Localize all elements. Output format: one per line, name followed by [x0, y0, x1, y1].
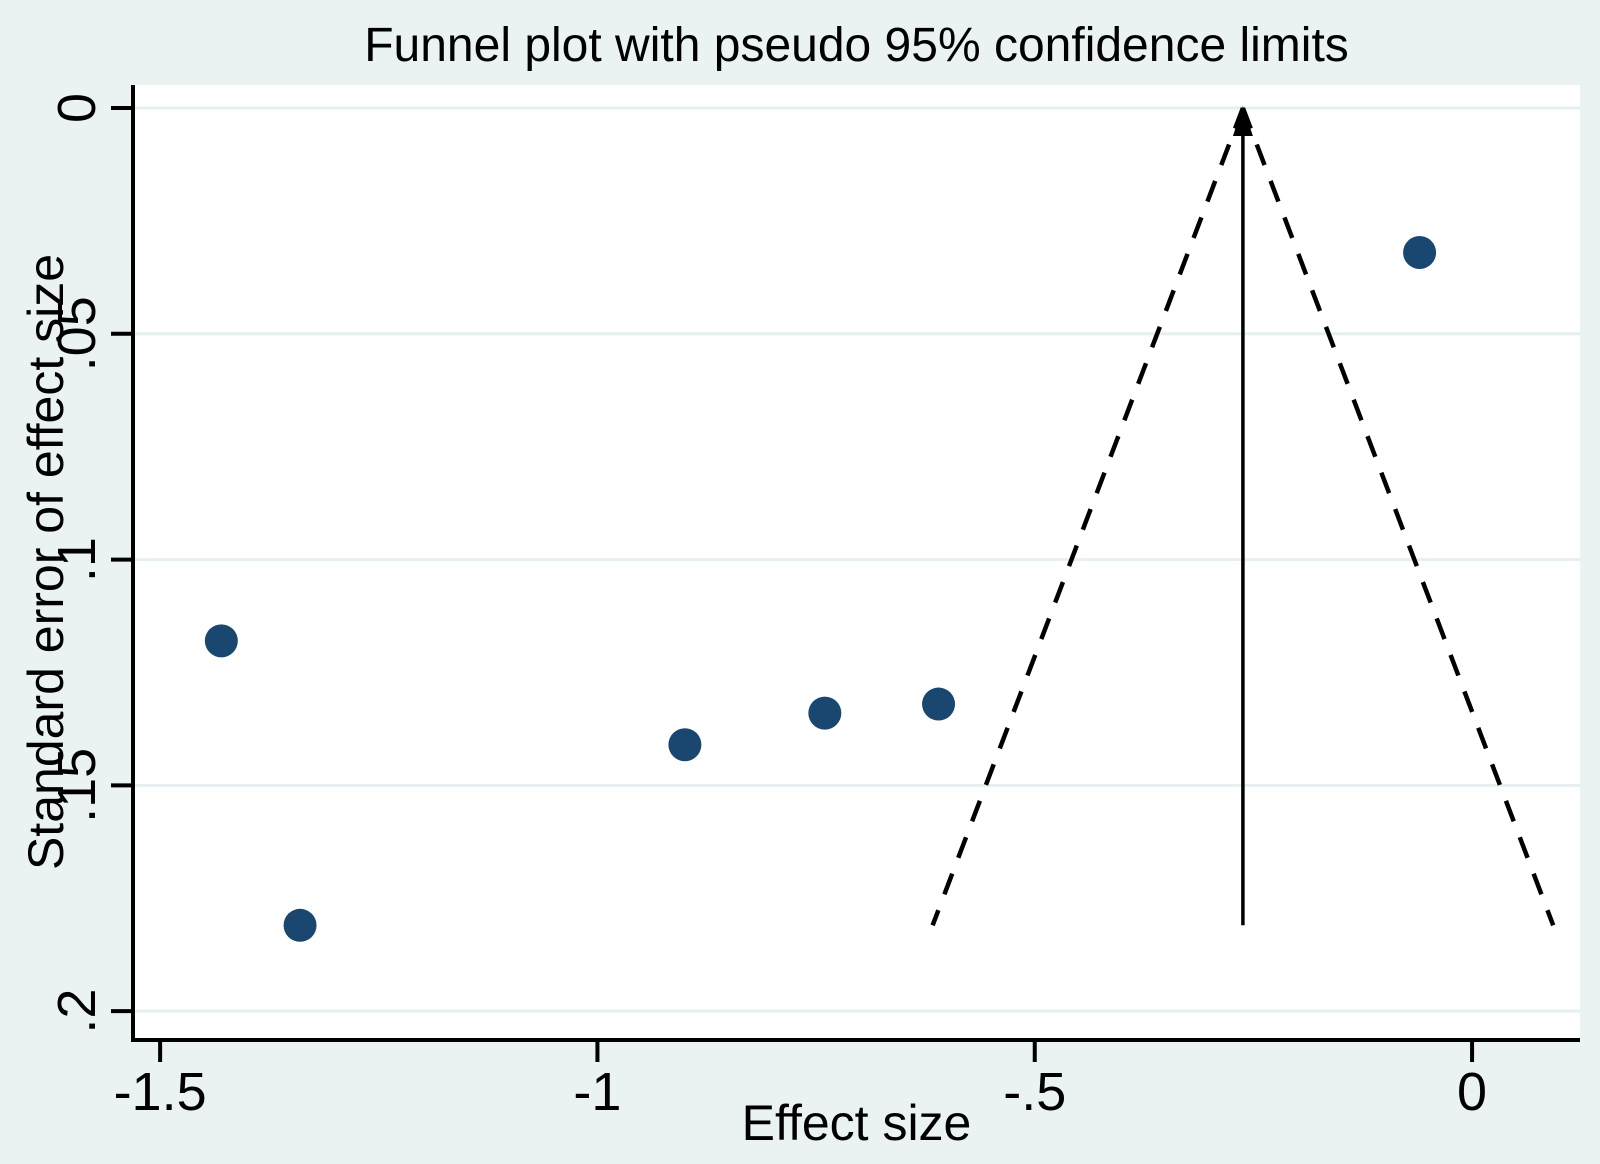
x-tick-label: -.5	[1003, 1062, 1066, 1122]
data-point	[922, 687, 956, 721]
x-tick-label: 0	[1457, 1062, 1487, 1122]
data-point	[283, 908, 317, 942]
y-tick-label: .15	[47, 748, 107, 823]
data-point	[1403, 236, 1437, 270]
data-point	[808, 696, 842, 730]
chart-title: Funnel plot with pseudo 95% confidence l…	[364, 19, 1349, 72]
y-tick-label: .1	[47, 537, 107, 582]
y-axis-title: Standard error of effect size	[18, 253, 74, 871]
funnel-ci-right-line	[1240, 107, 1556, 927]
plot-area	[133, 85, 1580, 1040]
x-axis-title: Effect size	[741, 1095, 972, 1151]
y-tick-label: 0	[47, 93, 107, 123]
funnel-ci-left-line	[930, 107, 1246, 927]
x-tick-label: -1.5	[114, 1062, 207, 1122]
pooled-effect-arrowhead-icon	[1232, 106, 1253, 137]
data-point	[204, 624, 238, 658]
x-tick-label: -1	[573, 1062, 621, 1122]
y-tick-label: .05	[47, 296, 107, 371]
y-tick-label: .2	[47, 989, 107, 1034]
data-point	[668, 728, 702, 762]
